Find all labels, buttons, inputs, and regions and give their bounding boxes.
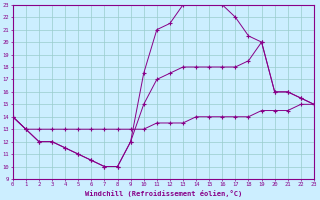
X-axis label: Windchill (Refroidissement éolien,°C): Windchill (Refroidissement éolien,°C) [85, 190, 242, 197]
